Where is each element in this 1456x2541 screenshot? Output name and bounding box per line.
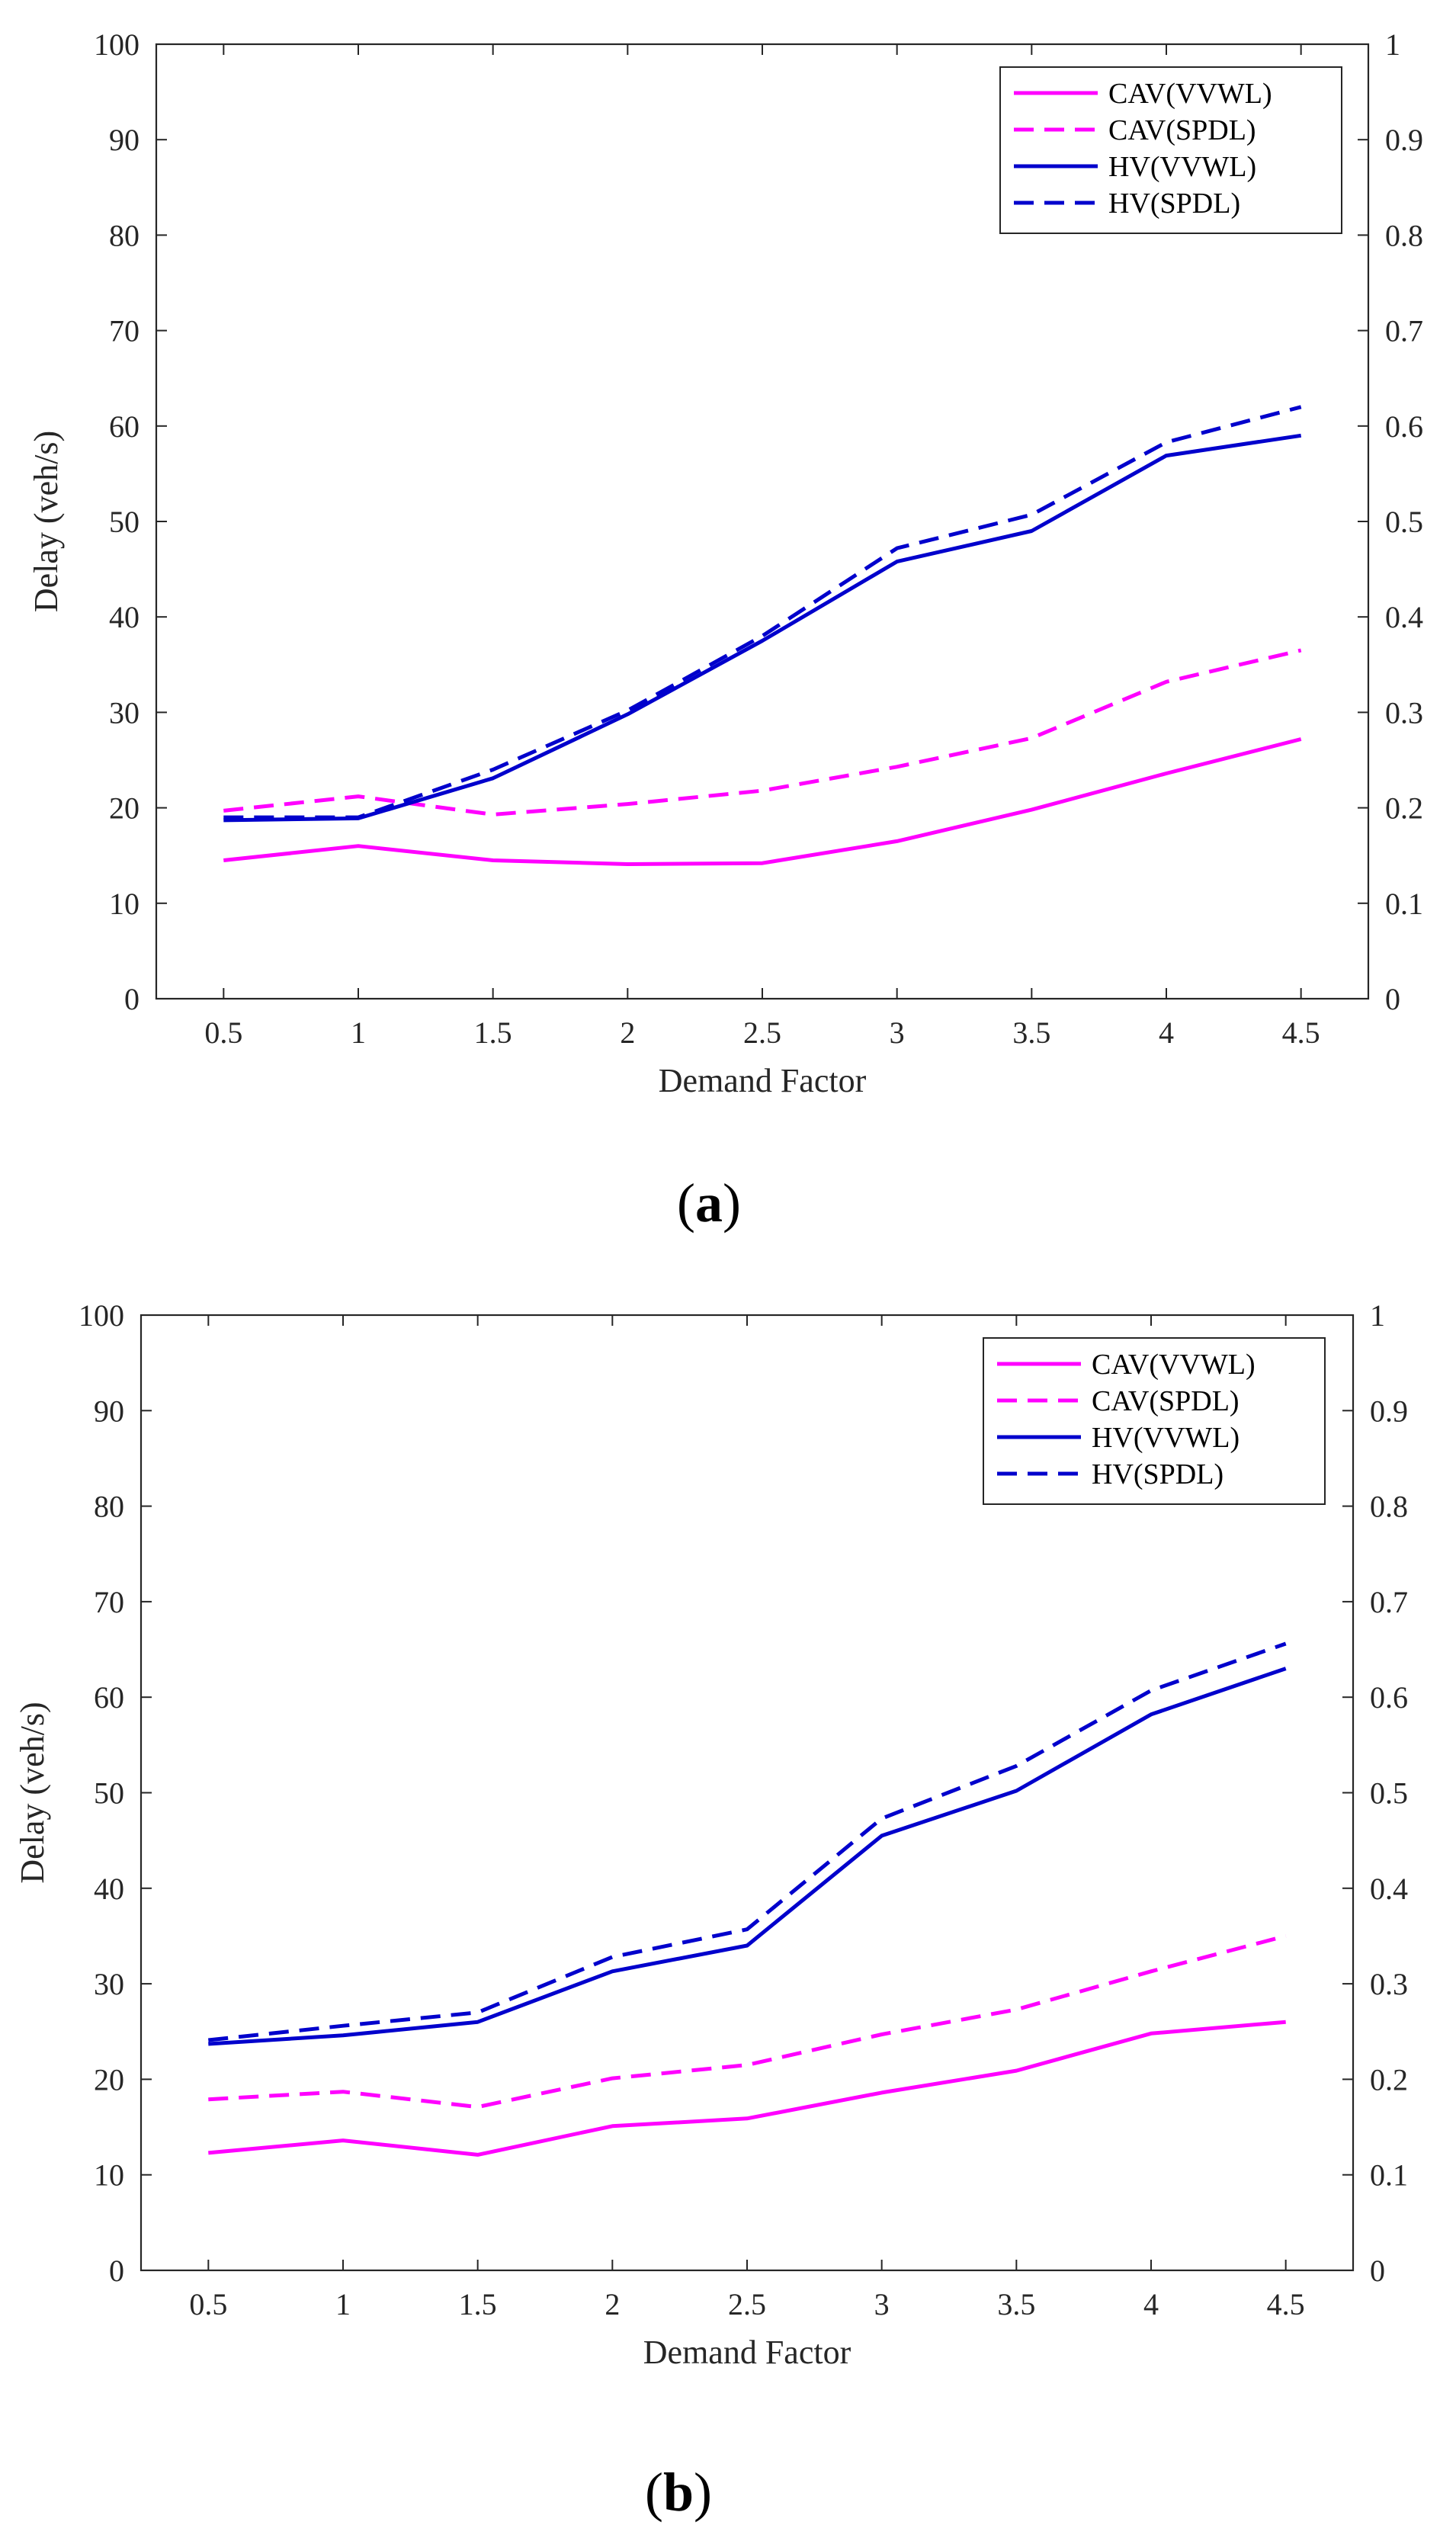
- y-tick-label: 90: [94, 1394, 124, 1428]
- y2-tick-label: 0.9: [1385, 123, 1423, 157]
- x-tick-label: 1: [335, 2287, 351, 2321]
- y2-tick-label: 0.4: [1370, 1872, 1408, 1906]
- x-tick-label: 0.5: [189, 2287, 227, 2321]
- series-line-cav-vvwl: [223, 737, 1302, 866]
- y-tick-label: 100: [79, 1298, 124, 1333]
- legend-label: CAV(SPDL): [1108, 114, 1256, 146]
- y2-tick-label: 0.9: [1370, 1394, 1408, 1428]
- y2-tick-label: 0.6: [1385, 409, 1423, 444]
- legend-label: HV(SPDL): [1108, 188, 1240, 220]
- y-tick-label: 100: [94, 27, 140, 62]
- y-tick-label: 70: [94, 1585, 124, 1619]
- y2-tick-label: 1: [1370, 1298, 1385, 1333]
- y-tick-label: 30: [109, 695, 140, 730]
- y2-tick-label: 0.3: [1370, 1967, 1408, 2001]
- legend-label: CAV(VVWL): [1108, 78, 1272, 110]
- y2-tick-label: 0.6: [1370, 1680, 1408, 1715]
- y-tick-label: 60: [109, 409, 140, 444]
- y-tick-label: 50: [94, 1776, 124, 1811]
- x-tick-label: 4: [1159, 1015, 1174, 1050]
- y2-tick-label: 0.7: [1385, 314, 1423, 348]
- y2-tick-label: 0: [1385, 982, 1400, 1016]
- x-axis-title: Demand Factor: [659, 1062, 867, 1099]
- x-tick-label: 4: [1143, 2287, 1159, 2321]
- y-tick-label: 60: [94, 1680, 124, 1715]
- x-tick-label: 1: [351, 1015, 366, 1050]
- x-tick-label: 1.5: [459, 2287, 497, 2321]
- x-tick-label: 2.5: [728, 2287, 766, 2321]
- series-line-cav-vvwl: [208, 2020, 1286, 2157]
- series-line-hv-spdl: [208, 1641, 1287, 2042]
- y2-tick-label: 0.2: [1385, 791, 1423, 826]
- chart-panel-a: 0.5 1 1.5 2 2.5 3 3.5 4 4.5010203040506070809010…: [27, 27, 1423, 1099]
- legend-label: CAV(SPDL): [1092, 1385, 1240, 1417]
- x-tick-label: 2: [620, 1015, 635, 1050]
- panel-label-b: (b): [645, 2462, 712, 2523]
- y-tick-label: 20: [109, 791, 140, 826]
- x-tick-label: 3: [890, 1015, 905, 1050]
- y-tick-label: 80: [109, 218, 140, 252]
- y2-tick-label: 0.2: [1370, 2062, 1408, 2097]
- y-tick-label: 10: [94, 2158, 124, 2193]
- x-tick-label: 2.5: [743, 1015, 781, 1050]
- y-tick-label: 90: [109, 123, 140, 157]
- y2-tick-label: 0.3: [1385, 695, 1423, 730]
- y-tick-label: 40: [109, 600, 140, 634]
- y-tick-label: 80: [94, 1490, 124, 1524]
- x-tick-label: 3.5: [1012, 1015, 1050, 1050]
- x-tick-label: 4.5: [1282, 1015, 1320, 1050]
- y2-tick-label: 0.8: [1385, 218, 1423, 252]
- x-tick-label: 2: [605, 2287, 620, 2321]
- y2-tick-label: 0.1: [1370, 2158, 1408, 2193]
- series-line-hv-vvwl: [223, 433, 1302, 823]
- y2-tick-label: 0.1: [1385, 887, 1423, 921]
- chart-panel-b: 0.5 1 1.5 2 2.5 3 3.5 4 4.5010203040506070809010…: [14, 1298, 1408, 2371]
- y2-tick-label: 0.4: [1385, 600, 1423, 634]
- legend-label: HV(SPDL): [1092, 1458, 1223, 1490]
- x-tick-label: 1.5: [474, 1015, 512, 1050]
- series-line-hv-spdl: [223, 405, 1302, 820]
- y2-tick-label: 0.7: [1370, 1585, 1408, 1619]
- series-line-hv-vvwl: [208, 1667, 1287, 2046]
- y2-tick-label: 0: [1370, 2254, 1385, 2288]
- panel-label-a: (a): [677, 1173, 741, 1234]
- y2-tick-label: 0.5: [1370, 1776, 1408, 1811]
- y-tick-label: 40: [94, 1872, 124, 1906]
- y-tick-label: 0: [124, 982, 140, 1016]
- y-axis-title: Delay (veh/s): [14, 1702, 51, 1883]
- x-tick-label: 3.5: [997, 2287, 1035, 2321]
- y-tick-label: 70: [109, 314, 140, 348]
- x-axis-title: Demand Factor: [643, 2334, 851, 2371]
- legend-label: HV(VVWL): [1108, 151, 1256, 183]
- y2-tick-label: 0.8: [1370, 1490, 1408, 1524]
- legend-label: HV(VVWL): [1092, 1422, 1240, 1454]
- y-tick-label: 50: [109, 505, 140, 539]
- y2-tick-label: 0.5: [1385, 505, 1423, 539]
- legend-label: CAV(VVWL): [1092, 1349, 1256, 1381]
- x-tick-label: 3: [874, 2287, 890, 2321]
- x-tick-label: 4.5: [1267, 2287, 1305, 2321]
- y2-tick-label: 1: [1385, 27, 1400, 62]
- y-tick-label: 0: [109, 2254, 124, 2288]
- y-tick-label: 30: [94, 1967, 124, 2001]
- x-tick-label: 0.5: [204, 1015, 242, 1050]
- y-tick-label: 10: [109, 887, 140, 921]
- y-tick-label: 20: [94, 2062, 124, 2097]
- y-axis-title: Delay (veh/s): [27, 431, 65, 612]
